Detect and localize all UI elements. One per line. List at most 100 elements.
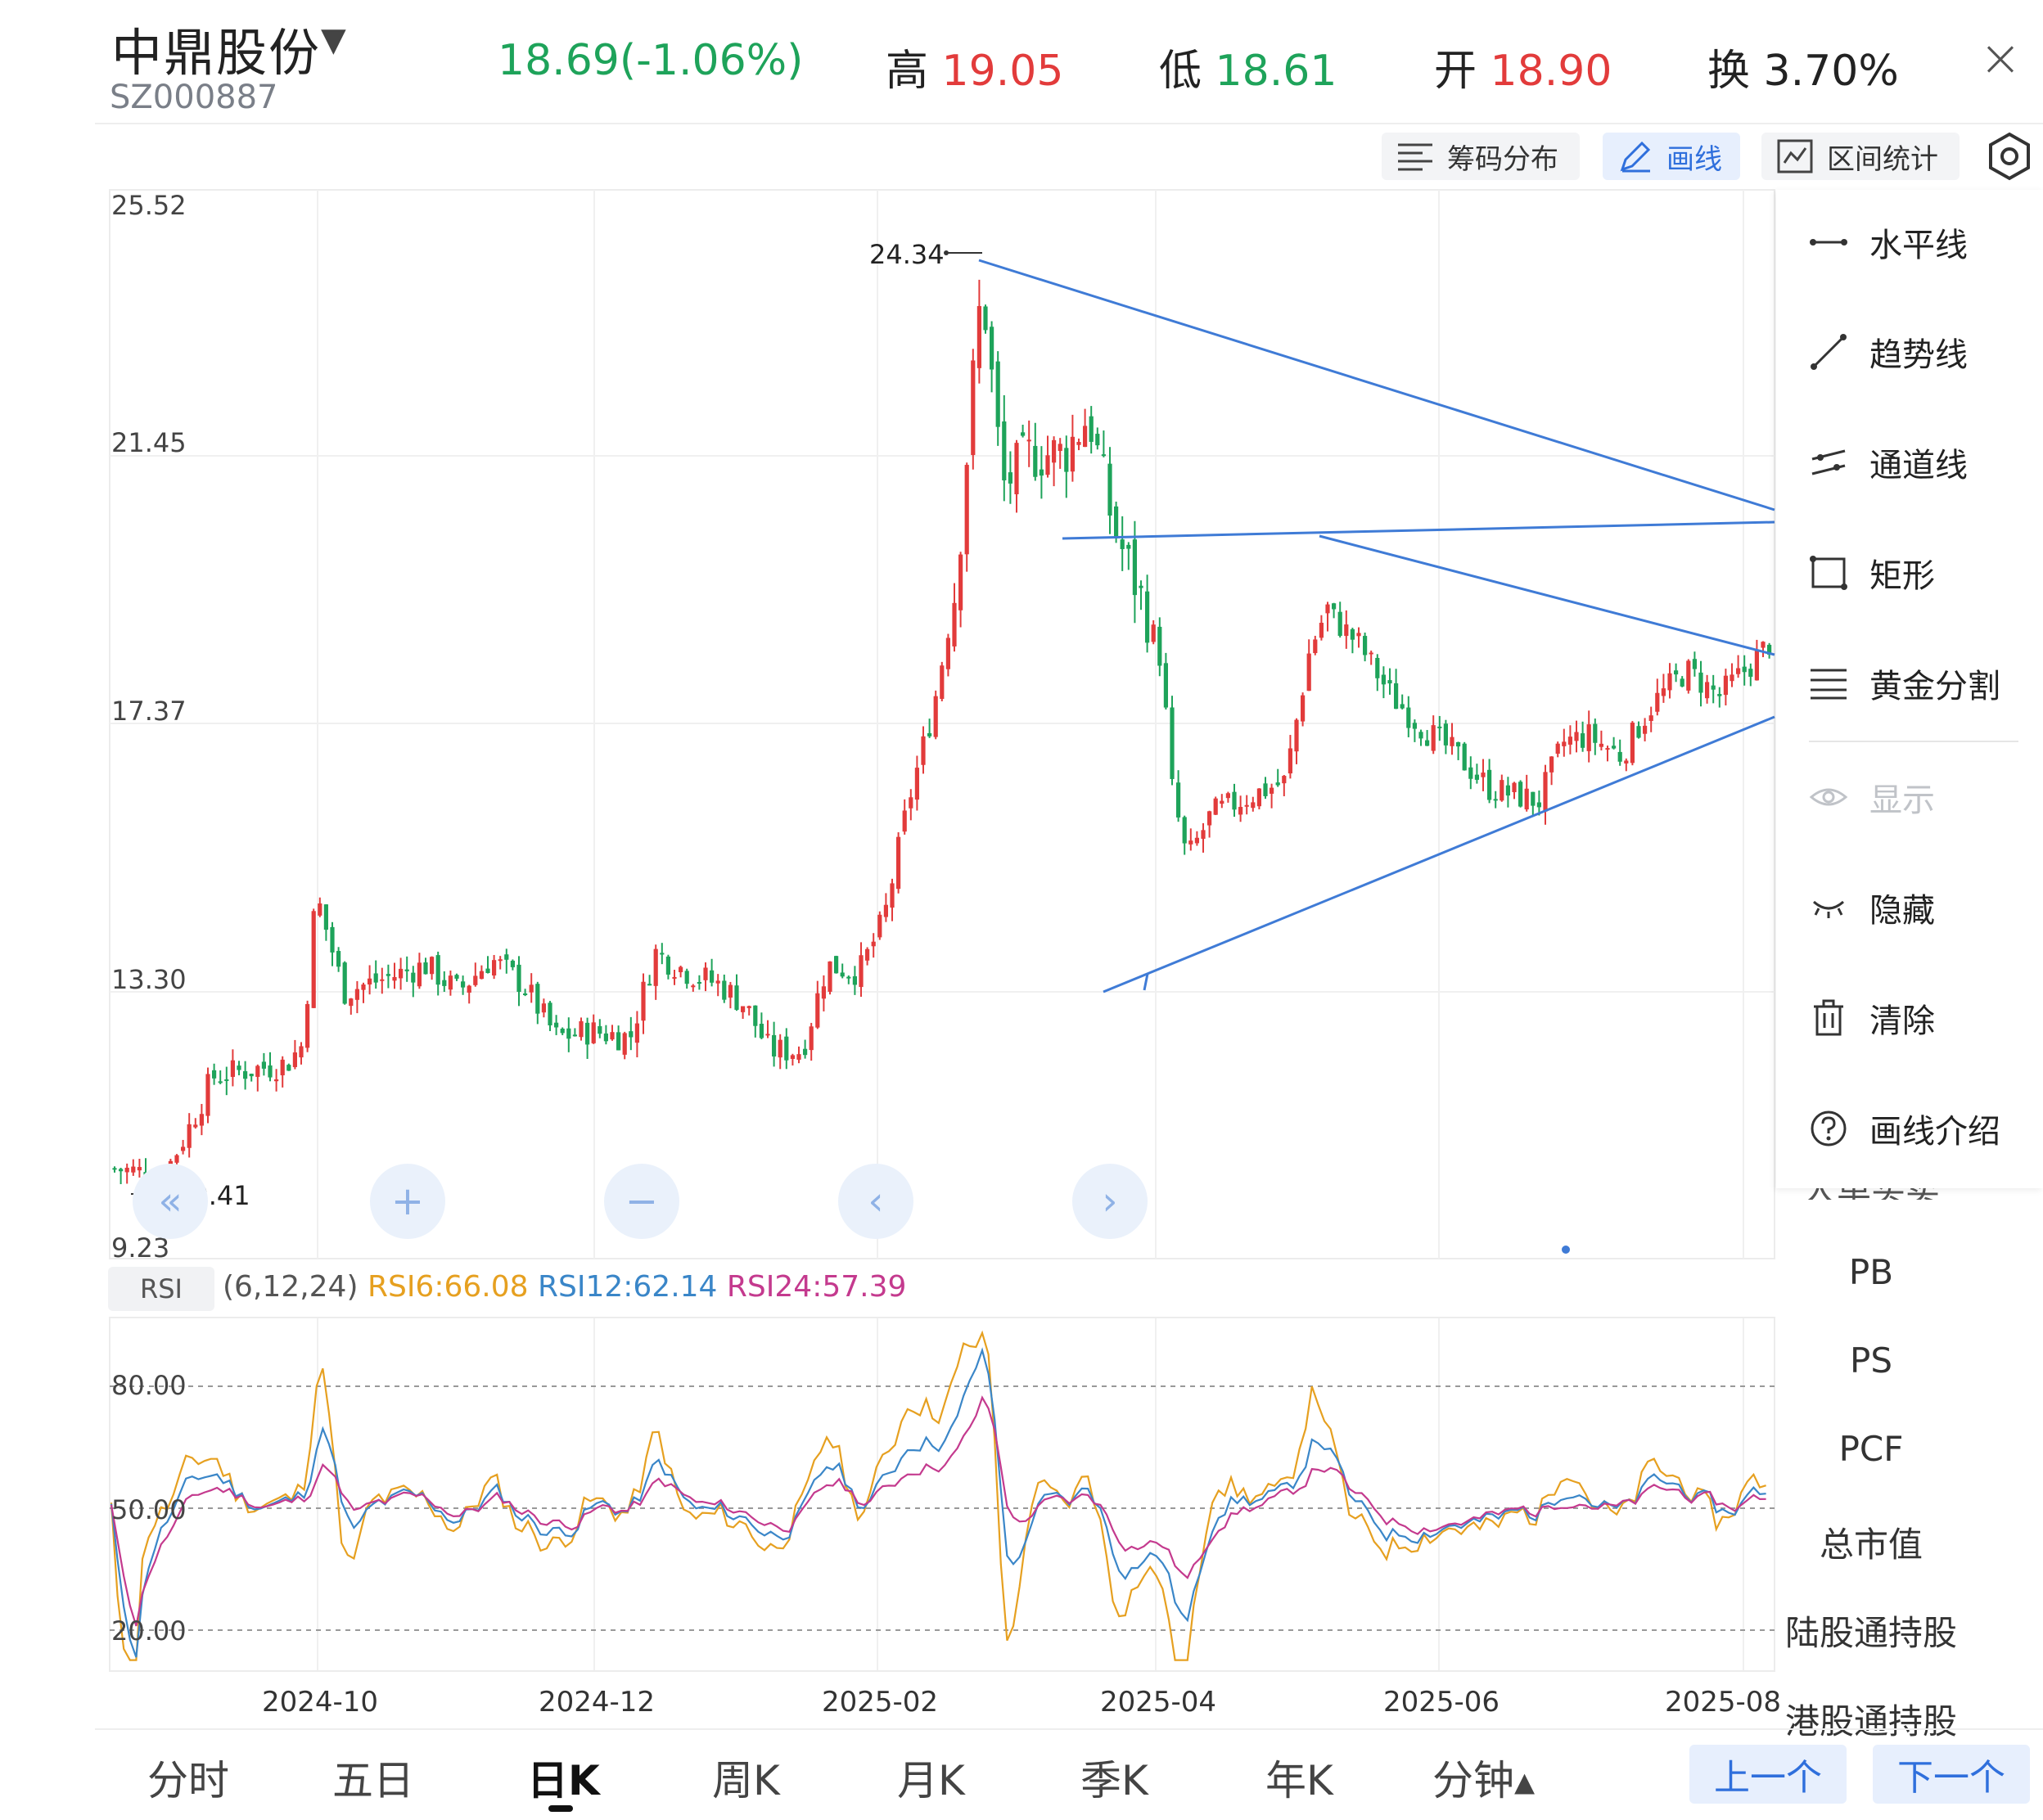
candle-body [1182,817,1187,844]
candle-body [697,982,701,984]
candle-body [1624,760,1629,764]
horizontal-line-mid[interactable] [1062,520,1775,540]
scroll-right-button[interactable]: › [1072,1164,1148,1239]
candle-body [1176,782,1181,818]
candle-body [1612,746,1617,749]
candle-body [909,797,913,809]
candle-body [647,984,652,986]
candle-body [684,971,689,984]
candle-body [896,836,901,890]
tab-quarterly-k[interactable]: 季K [1080,1757,1148,1804]
open-quote: 开 18.90 [1434,36,1612,97]
candle-body [119,1169,124,1172]
turnover-quote: 换 3.70% [1707,36,1899,97]
trend-line-upper[interactable] [978,259,1775,511]
candle-body [1350,628,1355,640]
side-list-item-southbound[interactable]: 港股通持股 [1784,1701,1957,1741]
x-tick-label: 2025-04 [1100,1686,1217,1719]
candle-body [1194,837,1199,844]
menu-trend-line[interactable]: 趋势线 [1809,327,1968,376]
previous-button[interactable]: 上一个 [1689,1745,1847,1804]
candle-body [485,968,490,974]
candle-body [1754,650,1759,681]
candle-body [280,1059,285,1075]
next-button[interactable]: 下一个 [1873,1745,2030,1804]
side-list-item-northbound[interactable]: 陆股通持股 [1784,1613,1957,1653]
candle-body [330,926,335,953]
side-list-item-ps[interactable]: PS [1850,1340,1892,1381]
range-chart-icon [1777,139,1813,173]
tab-daily-k[interactable]: 日K [527,1757,600,1804]
candle-body [933,696,938,737]
menu-label: 水平线 [1869,227,1968,264]
menu-hide[interactable]: 隐藏 [1809,883,1935,932]
candle-body [1698,672,1703,693]
candle-body [598,1025,602,1034]
menu-horizontal-line[interactable]: 水平线 [1809,218,1968,267]
candle-body [1014,443,1019,494]
rsi6-value: RSI6:66.08 [367,1270,529,1304]
candle-body [187,1124,192,1148]
low-quote: 低 18.61 [1159,36,1337,97]
trend-line-descending[interactable] [1319,534,1775,656]
candle-body [1505,785,1510,796]
tab-minute[interactable]: 分钟▴ [1432,1757,1536,1804]
tab-yearly-k[interactable]: 年K [1265,1757,1333,1804]
candle-body [535,984,540,1014]
chip-distribution-button[interactable]: 筹码分布 [1382,133,1580,180]
candle-body [1319,623,1324,638]
rsi-indicator-tag[interactable]: RSI [108,1267,214,1311]
stock-name[interactable]: 中鼎股份 [111,23,322,83]
candle-body [193,1124,198,1128]
tab-monthly-k[interactable]: 月K [897,1757,965,1804]
close-button[interactable]: × [1979,28,2022,88]
tab-intraday[interactable]: 分时 [147,1757,229,1804]
range-stats-button[interactable]: 区间统计 [1761,133,1960,180]
menu-channel-line[interactable]: 通道线 [1809,438,1968,487]
candle-body [610,1032,615,1040]
tab-five-day[interactable]: 五日 [332,1757,414,1804]
side-list-item-pb[interactable]: PB [1848,1252,1894,1292]
zoom-out-button[interactable]: − [604,1164,679,1239]
side-list-item-market-cap[interactable]: 总市值 [1819,1525,1923,1565]
candle-body [1667,673,1672,691]
candle-body [753,1005,758,1026]
high-quote: 高 19.05 [886,36,1063,97]
menu-clear[interactable]: 清除 [1809,993,1935,1043]
menu-show[interactable]: 显示 [1809,773,1935,822]
candle-body [834,956,839,974]
menu-rectangle[interactable]: 矩形 [1809,548,1935,597]
support-line-drag-handle[interactable] [1143,973,1149,991]
scroll-left-button[interactable]: ‹ [838,1164,913,1239]
candle-body [1536,802,1541,808]
side-list-item-pcf[interactable]: PCF [1838,1429,1904,1469]
rsi12-line [110,1347,1766,1658]
drawn-lines[interactable] [978,259,1775,993]
candle-body [548,1002,552,1025]
pencil-icon [1620,141,1651,173]
candle-body [479,971,484,980]
candle-body [1686,660,1691,691]
zoom-in-button[interactable]: + [370,1164,445,1239]
menu-golden-ratio[interactable]: 黄金分割 [1809,659,2000,708]
menu-label: 显示 [1869,782,1935,819]
jump-first-button[interactable]: « [133,1164,208,1239]
tab-weekly-k[interactable]: 周K [712,1757,780,1804]
rsi-series [110,1330,1766,1661]
candle-body [641,981,646,1021]
candle-body [703,967,708,980]
candle-body [1425,740,1430,746]
stock-switch-caret-icon[interactable]: ▼ [321,21,346,59]
menu-drawing-intro[interactable]: 画线介绍 [1809,1104,2000,1153]
candle-body [585,1022,590,1045]
open-value: 18.90 [1490,47,1612,96]
candle-body [243,1070,248,1079]
settings-gear-icon[interactable] [1984,131,2035,182]
candle-body [1474,774,1479,780]
draw-line-button[interactable]: 画线 [1603,133,1740,180]
trend-line-support[interactable] [1103,715,1775,993]
candle-body [342,962,347,1004]
candle-body [1711,685,1716,690]
candle-body [603,1033,608,1042]
